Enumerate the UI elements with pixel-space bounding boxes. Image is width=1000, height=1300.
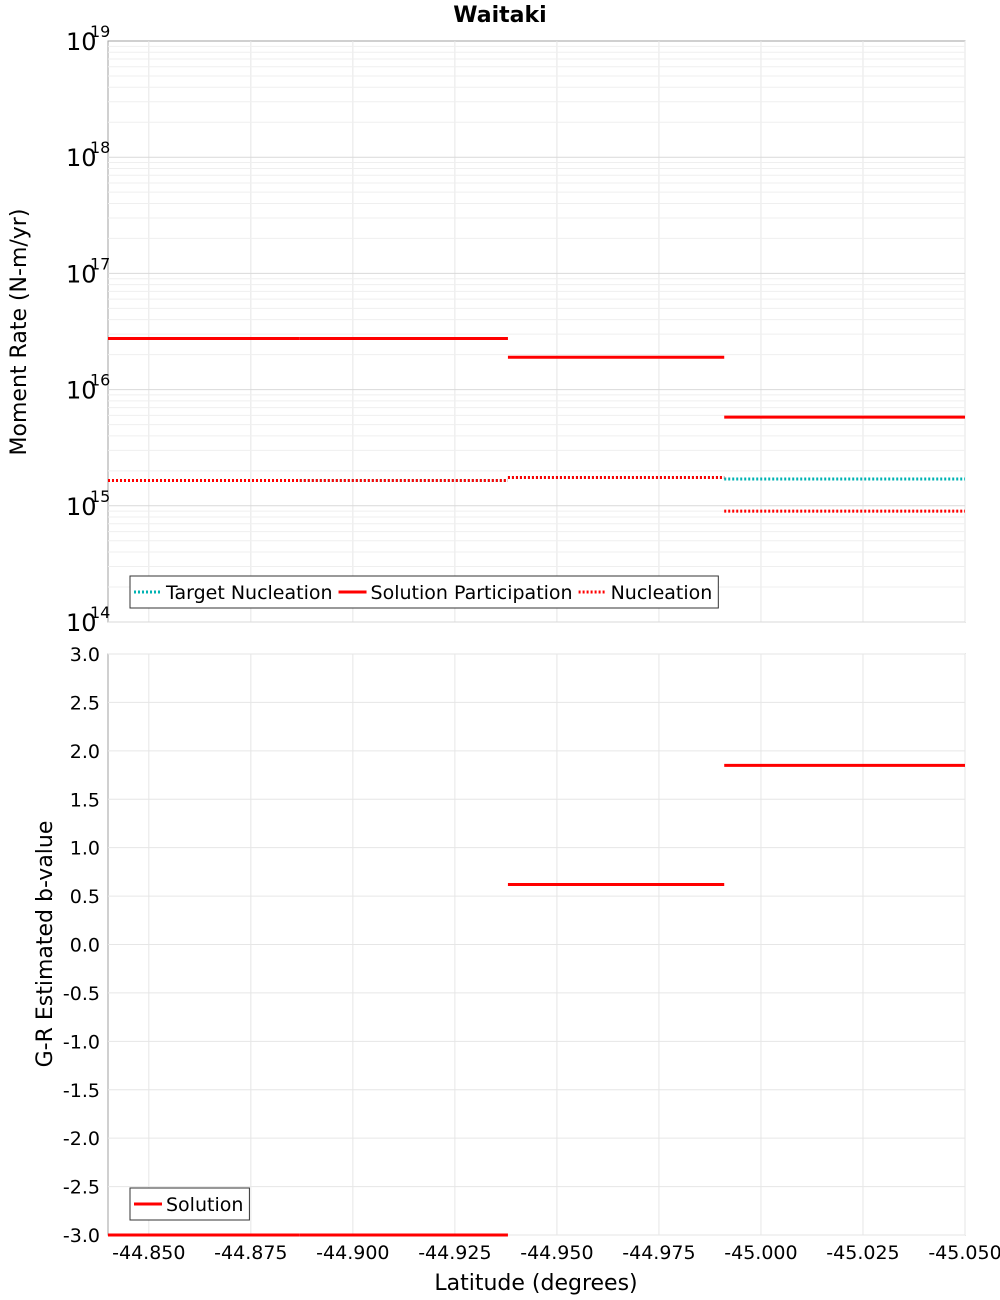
x-tick-label: -44.900 (316, 1242, 389, 1264)
y-tick-exponent: 18 (90, 138, 110, 157)
b-value-y-axis-label: G-R Estimated b-value (33, 821, 58, 1068)
y-tick-base: 10 (66, 260, 97, 288)
chart-title: Waitaki (453, 3, 546, 28)
moment-rate-y-axis-label: Moment Rate (N-m/yr) (7, 209, 32, 456)
y-tick-label: -1.0 (63, 1031, 100, 1053)
y-tick-base: 10 (66, 609, 97, 637)
y-tick-base: 10 (66, 28, 97, 56)
y-tick-label: 1.5 (70, 789, 100, 811)
legend-entry: Target Nucleation (165, 582, 333, 604)
y-tick-label: 2.5 (70, 692, 100, 714)
y-tick-label: -2.0 (63, 1128, 100, 1150)
legend-entry: Solution (166, 1194, 243, 1216)
x-tick-label: -45.000 (724, 1242, 797, 1264)
y-tick-label: -0.5 (63, 983, 100, 1005)
y-tick-label: -1.5 (63, 1080, 100, 1102)
y-tick-exponent: 14 (90, 603, 110, 622)
y-tick-label: 1.0 (70, 838, 100, 860)
y-tick-label: 0.0 (70, 935, 100, 957)
x-tick-label: -45.025 (826, 1242, 899, 1264)
legend-box (129, 575, 719, 609)
b-value-legend: Solution (129, 1187, 250, 1221)
y-tick-label: 0.5 (70, 886, 100, 908)
b-value-y-ticks: -3.0 -2.5 -2.0 -1.5 -1.0 -0.5 0.0 0.5 1.0 1.5 2.0 2… (63, 644, 100, 1247)
x-tick-label: -45.050 (928, 1242, 1000, 1264)
y-tick-exponent: 17 (90, 254, 110, 273)
x-axis-ticks: -44.850 -44.875 -44.900 -44.925 -44.950 -44.9… (112, 1242, 1000, 1264)
moment-rate-legend: Target Nucleation Solution Participation N… (129, 575, 719, 609)
x-tick-label: -44.950 (520, 1242, 593, 1264)
y-tick-exponent: 19 (90, 22, 110, 41)
legend-entry: Nucleation (611, 582, 713, 604)
b-value-panel: -3.0 -2.5 -2.0 -1.5 -1.0 -0.5 0.0 0.5 1.0 1.5 2.0 2… (33, 644, 966, 1247)
moment-rate-plot-area (107, 40, 966, 623)
x-tick-label: -44.850 (112, 1242, 185, 1264)
y-tick-exponent: 15 (90, 487, 110, 506)
y-tick-base: 10 (66, 144, 97, 172)
x-tick-label: -44.925 (418, 1242, 491, 1264)
y-tick-base: 10 (66, 493, 97, 521)
x-tick-label: -44.875 (214, 1242, 287, 1264)
b-value-series (108, 763, 965, 1237)
y-tick-exponent: 16 (90, 371, 110, 390)
y-tick-base: 10 (66, 377, 97, 405)
b-value-grid (108, 653, 966, 1236)
y-tick-label: 3.0 (70, 644, 100, 666)
y-tick-label: 2.0 (70, 741, 100, 763)
legend-entry: Solution Participation (371, 582, 573, 604)
y-tick-label: -3.0 (63, 1225, 100, 1247)
moment-rate-series (108, 337, 965, 513)
moment-rate-grid (108, 41, 966, 623)
x-axis-label: Latitude (degrees) (434, 1271, 637, 1296)
x-tick-label: -44.975 (622, 1242, 695, 1264)
y-tick-label: -2.5 (63, 1177, 100, 1199)
